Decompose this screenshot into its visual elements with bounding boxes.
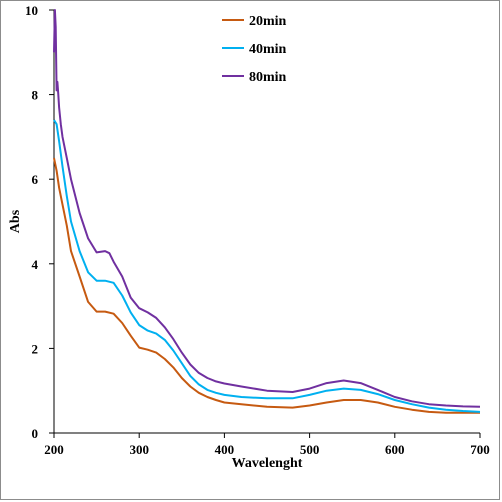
series-layer [53, 9, 481, 414]
legend: 20min 40min 80min [222, 14, 287, 85]
x-tick-label: 400 [215, 442, 235, 457]
y-tick-label: 10 [25, 3, 38, 18]
x-tick-label: 600 [385, 442, 405, 457]
y-tick-label: 8 [32, 88, 39, 103]
legend-label-80min: 80min [249, 70, 287, 85]
x-tick-label: 700 [470, 442, 490, 457]
y-ticks: 0 2 4 6 8 10 [25, 3, 54, 441]
x-tick-label: 300 [129, 442, 149, 457]
x-ticks: 200 300 400 500 600 700 [44, 433, 490, 457]
axes [53, 10, 480, 434]
y-tick-label: 0 [32, 426, 39, 441]
y-tick-label: 4 [32, 257, 39, 272]
series-line-20min [53, 157, 480, 414]
x-tick-label: 200 [44, 442, 64, 457]
x-axis-title: Wavelenght [232, 456, 303, 471]
y-axis-title: Abs [8, 209, 23, 233]
legend-label-20min: 20min [249, 14, 287, 29]
y-tick-label: 2 [32, 341, 39, 356]
legend-label-40min: 40min [249, 42, 287, 57]
y-tick-label: 6 [32, 172, 39, 187]
series-line-80min [53, 9, 481, 408]
series-line-40min [53, 119, 481, 413]
x-tick-label: 500 [300, 442, 320, 457]
